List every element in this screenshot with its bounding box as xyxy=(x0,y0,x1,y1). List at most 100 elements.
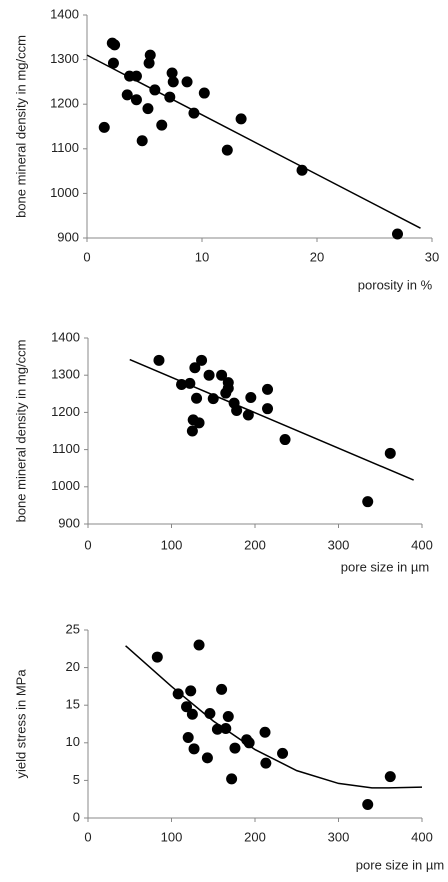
x-tick-label: 0 xyxy=(84,537,91,552)
data-point xyxy=(235,113,247,125)
data-point xyxy=(186,708,198,720)
data-point xyxy=(172,688,184,700)
data-point xyxy=(181,76,193,88)
y-tick-label: 1400 xyxy=(51,329,80,344)
data-point xyxy=(191,392,203,404)
data-point xyxy=(107,57,119,69)
x-axis-title: pore size in µm xyxy=(341,559,429,574)
data-point xyxy=(222,382,234,394)
data-point xyxy=(384,447,396,459)
data-point xyxy=(181,701,193,713)
data-point xyxy=(186,425,198,437)
data-point xyxy=(362,798,374,810)
y-axis-title: bone mineral density in mg/ccm xyxy=(13,340,28,523)
data-point xyxy=(211,723,223,735)
data-point xyxy=(262,383,274,395)
x-tick-label: 0 xyxy=(83,249,90,264)
y-tick-label: 5 xyxy=(73,772,80,787)
data-point xyxy=(226,773,238,785)
data-point xyxy=(196,354,208,366)
trend-line xyxy=(125,645,423,789)
y-tick-label: 1100 xyxy=(51,140,79,155)
data-point xyxy=(185,685,197,697)
y-tick-label: 1200 xyxy=(51,404,80,419)
data-point xyxy=(245,392,257,404)
data-point xyxy=(130,70,142,82)
data-point xyxy=(220,723,232,735)
data-point xyxy=(184,377,196,389)
data-point xyxy=(279,434,291,446)
data-point xyxy=(193,417,205,429)
y-axis-title: bone mineral density in mg/ccm xyxy=(13,35,28,218)
data-point xyxy=(216,683,228,695)
data-point xyxy=(204,707,216,719)
x-tick-label: 200 xyxy=(244,537,266,552)
x-axis-title: pore size in µm xyxy=(356,857,444,872)
data-point xyxy=(153,354,165,366)
y-tick-label: 1400 xyxy=(50,6,79,21)
x-tick-label: 400 xyxy=(411,829,433,844)
data-point xyxy=(188,107,200,119)
data-point xyxy=(231,405,243,417)
data-point xyxy=(198,87,210,99)
x-tick-label: 20 xyxy=(310,249,324,264)
data-point xyxy=(259,726,271,738)
data-point xyxy=(362,496,374,508)
x-tick-label: 30 xyxy=(425,249,439,264)
data-point xyxy=(296,164,308,176)
y-tick-label: 25 xyxy=(66,621,80,636)
trend-line xyxy=(129,358,414,481)
y-tick-label: 1300 xyxy=(51,367,80,382)
data-point xyxy=(109,39,121,51)
data-point xyxy=(130,94,142,106)
x-tick-label: 0 xyxy=(84,829,91,844)
data-point xyxy=(207,393,219,405)
data-point xyxy=(164,91,176,103)
data-point xyxy=(242,409,254,421)
data-point xyxy=(167,76,179,88)
data-point xyxy=(392,228,403,240)
y-tick-label: 900 xyxy=(58,515,80,530)
data-point xyxy=(144,49,156,61)
x-tick-label: 200 xyxy=(244,829,266,844)
data-point xyxy=(216,369,228,381)
data-point xyxy=(222,710,234,722)
x-tick-label: 10 xyxy=(195,249,209,264)
y-tick-label: 1000 xyxy=(51,478,80,493)
data-point xyxy=(221,144,233,156)
data-point xyxy=(384,771,396,783)
y-tick-label: 1300 xyxy=(50,51,79,66)
data-point xyxy=(98,121,110,133)
data-point xyxy=(193,639,205,651)
x-tick-label: 100 xyxy=(161,537,183,552)
data-point xyxy=(151,651,163,663)
y-tick-label: 0 xyxy=(73,809,80,824)
x-tick-label: 100 xyxy=(161,829,183,844)
data-point xyxy=(143,57,155,69)
x-tick-label: 300 xyxy=(328,829,350,844)
data-point xyxy=(176,379,188,390)
x-tick-label: 300 xyxy=(328,537,350,552)
data-point xyxy=(121,89,133,101)
y-tick-label: 900 xyxy=(57,229,79,244)
data-point xyxy=(189,362,201,374)
data-point xyxy=(262,403,274,415)
data-point xyxy=(201,752,213,764)
data-point xyxy=(156,119,168,131)
data-point xyxy=(166,67,178,79)
data-point xyxy=(149,84,161,96)
data-point xyxy=(260,757,272,769)
y-tick-label: 15 xyxy=(66,697,80,712)
data-point xyxy=(188,743,200,755)
y-tick-label: 1000 xyxy=(50,185,79,200)
y-tick-label: 1200 xyxy=(50,96,79,111)
data-point xyxy=(277,747,289,759)
data-point xyxy=(142,103,154,115)
y-tick-label: 10 xyxy=(66,734,80,749)
y-tick-label: 20 xyxy=(66,659,80,674)
data-point xyxy=(243,737,255,749)
x-axis-title: porosity in % xyxy=(358,277,433,292)
data-point xyxy=(136,135,148,147)
